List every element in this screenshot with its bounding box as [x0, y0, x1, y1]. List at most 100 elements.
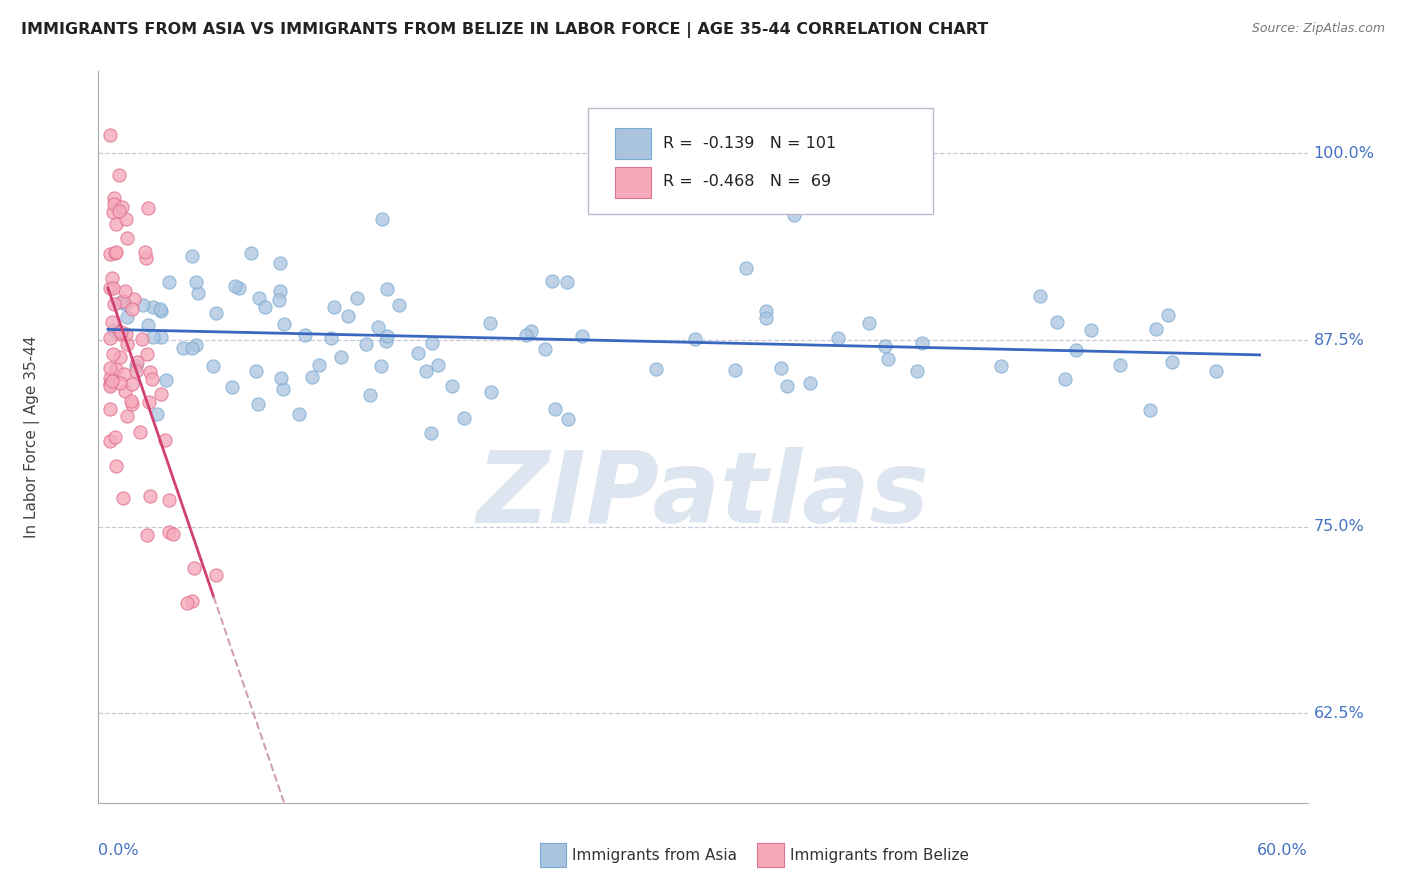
Point — [1144, 322, 1167, 336]
Point — [755, 304, 778, 318]
Point — [181, 341, 204, 355]
Point — [101, 271, 124, 285]
Point — [406, 346, 429, 360]
Point — [269, 284, 291, 298]
Point — [515, 327, 537, 342]
Point — [142, 330, 165, 344]
Point — [1160, 355, 1182, 369]
Point — [150, 329, 173, 343]
Text: 75.0%: 75.0% — [1313, 519, 1364, 534]
Point — [427, 358, 450, 372]
Point — [157, 275, 180, 289]
Point — [187, 286, 209, 301]
Point — [157, 492, 180, 507]
Point — [98, 247, 121, 261]
Text: Immigrants from Asia: Immigrants from Asia — [572, 848, 737, 863]
Point — [115, 337, 138, 351]
Point — [111, 491, 134, 505]
Point — [105, 459, 128, 474]
Text: ZIPatlas: ZIPatlas — [477, 447, 929, 544]
Point — [110, 325, 132, 339]
Point — [453, 410, 475, 425]
Point — [136, 318, 159, 333]
Point — [139, 490, 162, 504]
Point — [115, 326, 138, 341]
Text: Immigrants from Belize: Immigrants from Belize — [790, 848, 969, 863]
Point — [1157, 308, 1180, 322]
Point — [125, 355, 148, 369]
Point — [1139, 403, 1161, 417]
Point — [387, 298, 409, 312]
Point — [98, 331, 121, 345]
Point — [1029, 288, 1052, 302]
Point — [875, 339, 897, 353]
Point — [269, 256, 291, 270]
Point — [858, 317, 880, 331]
Bar — [614, 167, 651, 198]
Point — [112, 367, 135, 381]
Point — [101, 374, 124, 388]
Point — [555, 276, 578, 290]
Text: 60.0%: 60.0% — [1257, 843, 1308, 858]
Point — [115, 212, 138, 227]
Text: 0.0%: 0.0% — [98, 843, 139, 858]
Point — [724, 362, 747, 376]
Point — [479, 384, 502, 399]
Point — [1109, 358, 1132, 372]
Point — [103, 323, 125, 337]
Point — [100, 315, 122, 329]
Point — [103, 347, 125, 361]
Point — [155, 373, 177, 387]
Point — [120, 393, 142, 408]
Point — [112, 293, 135, 308]
Point — [254, 300, 277, 314]
Point — [103, 281, 125, 295]
Point — [755, 310, 778, 325]
Point — [136, 347, 159, 361]
Point — [98, 281, 121, 295]
Point — [519, 325, 541, 339]
Point — [108, 376, 131, 390]
Text: 100.0%: 100.0% — [1313, 146, 1375, 161]
Point — [125, 359, 148, 373]
Bar — [758, 843, 785, 867]
Point — [135, 252, 157, 266]
Point — [114, 297, 136, 311]
Point — [267, 293, 290, 308]
Point — [153, 433, 176, 447]
Point — [308, 358, 330, 372]
Point — [108, 351, 131, 365]
Point — [103, 296, 125, 310]
Text: R =  -0.468   N =  69: R = -0.468 N = 69 — [664, 174, 831, 189]
Point — [221, 380, 243, 394]
Point — [98, 376, 121, 391]
Point — [121, 301, 143, 316]
Point — [1046, 314, 1069, 328]
Point — [301, 369, 323, 384]
Point — [162, 527, 184, 541]
Point — [478, 316, 501, 330]
Point — [111, 200, 134, 214]
Point — [103, 196, 125, 211]
Point — [104, 430, 127, 444]
Point — [375, 328, 398, 343]
Text: R =  -0.139   N = 101: R = -0.139 N = 101 — [664, 136, 837, 151]
Point — [105, 362, 128, 376]
Point — [557, 412, 579, 426]
Point — [782, 208, 804, 222]
Text: Source: ZipAtlas.com: Source: ZipAtlas.com — [1251, 22, 1385, 36]
Point — [105, 245, 128, 260]
Point — [367, 319, 389, 334]
Point — [115, 231, 138, 245]
Point — [180, 250, 202, 264]
Point — [104, 217, 127, 231]
Point — [734, 260, 756, 275]
Bar — [614, 128, 651, 159]
Point — [370, 211, 392, 226]
Point — [1066, 343, 1088, 357]
Point — [321, 331, 343, 345]
Point — [142, 300, 165, 314]
Text: 62.5%: 62.5% — [1313, 706, 1364, 721]
Point — [1205, 364, 1227, 378]
Text: In Labor Force | Age 35-44: In Labor Force | Age 35-44 — [24, 336, 39, 538]
